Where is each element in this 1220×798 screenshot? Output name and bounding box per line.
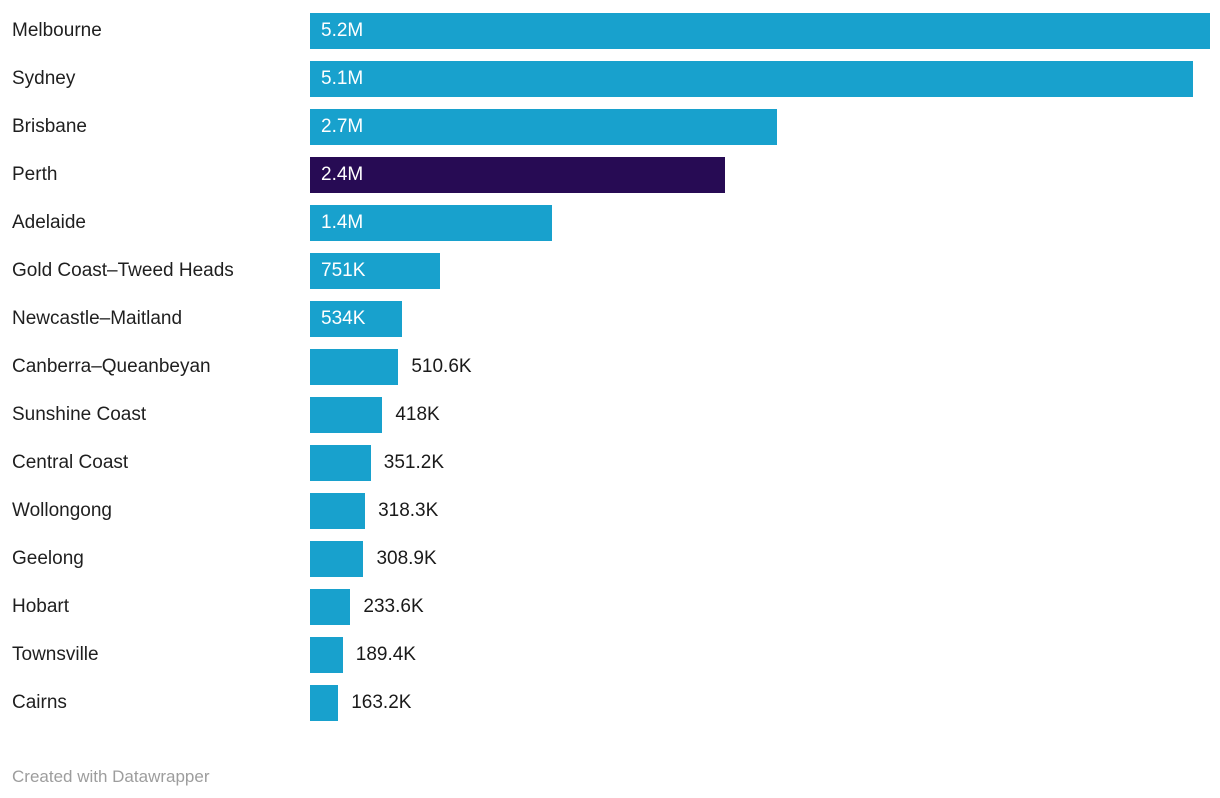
bar-area: 2.7M xyxy=(310,109,1220,145)
bar xyxy=(310,493,366,529)
datawrapper-credit[interactable]: Created with Datawrapper xyxy=(12,767,210,786)
bar: 751K xyxy=(310,253,440,289)
bar xyxy=(310,589,351,625)
chart-row: Sydney 5.1M xyxy=(0,55,1220,103)
bar-area: 189.4K xyxy=(310,637,1220,673)
bar xyxy=(310,445,371,481)
bar-area: 751K xyxy=(310,253,1220,289)
chart-row: Central Coast 351.2K xyxy=(0,439,1220,487)
bar: 5.1M xyxy=(310,61,1193,97)
value-label: 534K xyxy=(321,308,366,329)
chart-row: Canberra–Queanbeyan 510.6K xyxy=(0,343,1220,391)
chart-rows: Melbourne 5.2M Sydney 5.1M Brisbane 2.7M Perth… xyxy=(0,7,1220,727)
bar-highlighted: 2.4M xyxy=(310,157,726,193)
value-label: 5.1M xyxy=(321,68,364,89)
value-label: 510.6K xyxy=(411,356,472,377)
bar-area: 5.2M xyxy=(310,13,1220,49)
value-label: 189.4K xyxy=(355,644,416,665)
bar xyxy=(310,637,343,673)
category-label: Canberra–Queanbeyan xyxy=(12,355,211,377)
value-label: 308.9K xyxy=(376,548,437,569)
category-label: Sydney xyxy=(12,67,76,89)
bar-area: 2.4M xyxy=(310,157,1220,193)
bar-area: 318.3K xyxy=(310,493,1220,529)
value-label: 1.4M xyxy=(321,212,364,233)
bar-area: 418K xyxy=(310,397,1220,433)
category-label: Townsville xyxy=(12,643,99,665)
category-label: Newcastle–Maitland xyxy=(12,307,183,329)
category-label: Adelaide xyxy=(12,211,86,233)
bar-area: 308.9K xyxy=(310,541,1220,577)
chart-row: Sunshine Coast 418K xyxy=(0,391,1220,439)
value-label: 751K xyxy=(321,260,366,281)
bar: 5.2M xyxy=(310,13,1210,49)
category-label: Cairns xyxy=(12,691,67,713)
bar-area: 5.1M xyxy=(310,61,1220,97)
bar xyxy=(310,541,364,577)
category-label: Brisbane xyxy=(12,115,87,137)
category-label: Wollongong xyxy=(12,499,113,521)
chart-row: Adelaide 1.4M xyxy=(0,199,1220,247)
bar: 534K xyxy=(310,301,403,337)
bar xyxy=(310,685,339,721)
bar-area: 163.2K xyxy=(310,685,1220,721)
category-label: Hobart xyxy=(12,595,70,617)
chart-row: Townsville 189.4K xyxy=(0,631,1220,679)
category-label: Melbourne xyxy=(12,19,102,41)
bar-area: 510.6K xyxy=(310,349,1220,385)
bar: 2.7M xyxy=(310,109,778,145)
category-label: Sunshine Coast xyxy=(12,403,147,425)
chart-row: Gold Coast–Tweed Heads 751K xyxy=(0,247,1220,295)
chart-row: Hobart 233.6K xyxy=(0,583,1220,631)
bar-area: 233.6K xyxy=(310,589,1220,625)
value-label: 351.2K xyxy=(383,452,445,473)
bar-area: 534K xyxy=(310,301,1220,337)
bar-area: 351.2K xyxy=(310,445,1220,481)
chart-row: Melbourne 5.2M xyxy=(0,7,1220,55)
value-label: 233.6K xyxy=(363,596,424,617)
category-label: Gold Coast–Tweed Heads xyxy=(12,259,234,281)
chart-row: Perth 2.4M xyxy=(0,151,1220,199)
value-label: 2.7M xyxy=(321,116,364,137)
chart-row: Cairns 163.2K xyxy=(0,679,1220,727)
value-label: 2.4M xyxy=(321,164,364,185)
bar xyxy=(310,349,399,385)
category-label: Central Coast xyxy=(12,451,129,473)
category-label: Perth xyxy=(12,163,58,185)
category-label: Geelong xyxy=(12,547,84,569)
bar: 1.4M xyxy=(310,205,553,241)
value-label: 418K xyxy=(395,404,440,425)
bar-area: 1.4M xyxy=(310,205,1220,241)
chart-row: Brisbane 2.7M xyxy=(0,103,1220,151)
chart-row: Geelong 308.9K xyxy=(0,535,1220,583)
value-label: 5.2M xyxy=(321,20,364,41)
chart-row: Wollongong 318.3K xyxy=(0,487,1220,535)
value-label: 318.3K xyxy=(378,500,439,521)
bar xyxy=(310,397,383,433)
chart-row: Newcastle–Maitland 534K xyxy=(0,295,1220,343)
value-label: 163.2K xyxy=(351,692,412,713)
